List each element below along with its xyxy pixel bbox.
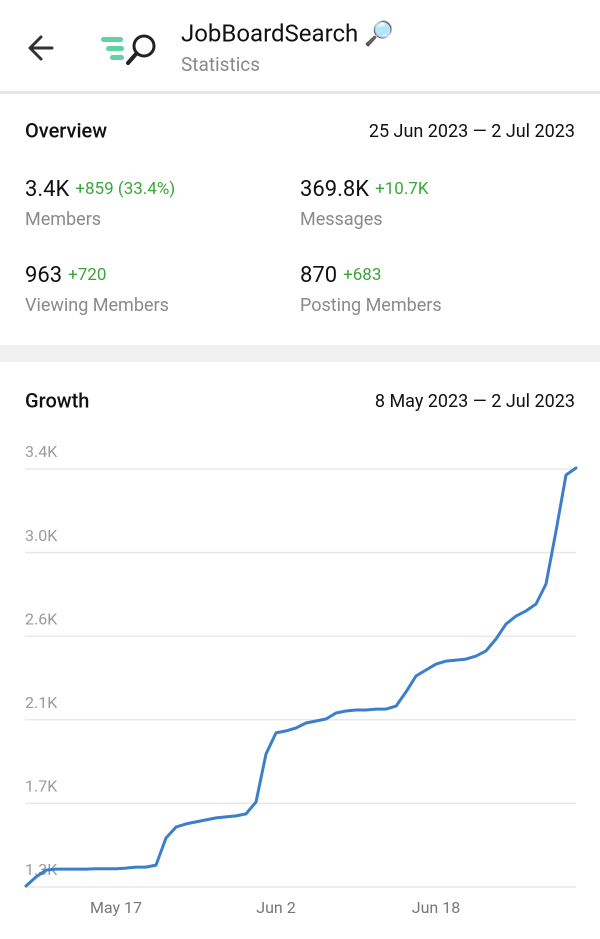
channel-avatar bbox=[101, 34, 156, 65]
stat-line: 369.8K +10.7K bbox=[300, 177, 429, 202]
stat-label: Posting Members bbox=[300, 295, 442, 316]
growth-line bbox=[24, 466, 578, 888]
stat-line: 870 +683 bbox=[300, 263, 381, 288]
y-tick-label: 3.0K bbox=[25, 526, 58, 545]
stat-delta: +10.7K bbox=[375, 179, 429, 199]
header-shadow bbox=[0, 91, 600, 94]
y-tick-label: 2.1K bbox=[25, 693, 58, 712]
section-divider bbox=[0, 345, 600, 362]
growth-chart: 1.3K 1.7K 2.1K 2.6K 3.0K 3.4K May 17 Jun 2 Jun 1… bbox=[24, 442, 578, 917]
back-button[interactable] bbox=[28, 35, 54, 61]
back-arrow bbox=[28, 35, 54, 61]
x-tick-label: May 17 bbox=[90, 898, 142, 917]
stat-value: 3.4K bbox=[25, 177, 70, 202]
icon-stripe bbox=[101, 37, 123, 42]
stat-label: Messages bbox=[300, 209, 383, 230]
x-tick-label: Jun 2 bbox=[256, 898, 295, 917]
stats-grid: 3.4K +859 (33.4%) Members 369.8K +10.7K Messa… bbox=[25, 177, 442, 316]
stat-value: 870 bbox=[300, 263, 337, 288]
stat-delta: +720 bbox=[68, 265, 106, 285]
stat-delta: +859 (33.4%) bbox=[75, 179, 175, 199]
section-title: Overview bbox=[25, 118, 107, 142]
stat-delta: +683 bbox=[343, 265, 381, 285]
stat-line: 963 +720 bbox=[25, 263, 106, 288]
y-tick-label: 1.7K bbox=[25, 777, 58, 796]
y-tick-label: 3.4K bbox=[25, 442, 58, 461]
icon-stripe bbox=[110, 55, 124, 60]
y-tick-label: 2.6K bbox=[25, 609, 58, 628]
stat-value: 369.8K bbox=[300, 177, 369, 202]
section-title: Growth bbox=[25, 388, 89, 412]
stat-label: Viewing Members bbox=[25, 295, 169, 316]
stat-label: Members bbox=[25, 209, 101, 230]
icon-lens bbox=[132, 34, 156, 58]
x-tick-label: Jun 18 bbox=[412, 898, 460, 917]
stat-value: 963 bbox=[25, 263, 62, 288]
header-subtitle: Statistics bbox=[181, 53, 260, 76]
icon-handle bbox=[126, 52, 138, 65]
stat-line: 3.4K +859 (33.4%) bbox=[25, 177, 175, 202]
y-tick-label: 1.3K bbox=[25, 860, 58, 879]
icon-stripe bbox=[106, 46, 124, 51]
date-range: 8 May 2023 — 2 Jul 2023 bbox=[375, 391, 575, 412]
header-title: JobBoardSearch 🔎 bbox=[181, 17, 394, 47]
date-range: 25 Jun 2023 — 2 Jul 2023 bbox=[369, 121, 575, 142]
